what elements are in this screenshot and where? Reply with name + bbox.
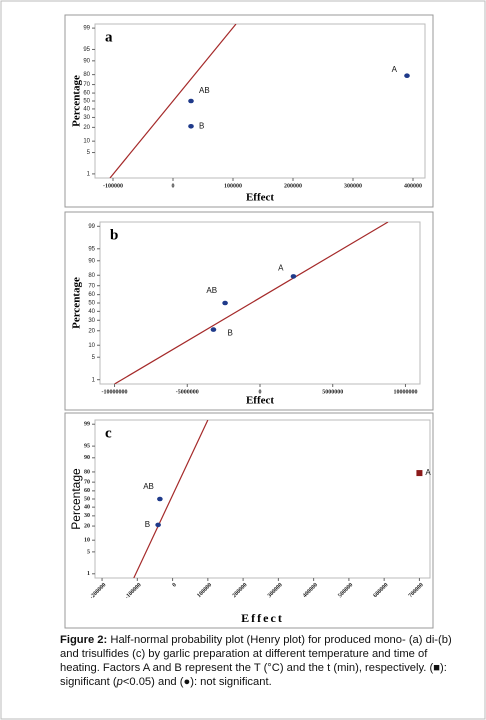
point bbox=[188, 98, 194, 104]
x-tick-label: 5000000 bbox=[322, 389, 343, 395]
y-tick-label: 10 bbox=[84, 538, 90, 544]
fit-line bbox=[109, 24, 237, 178]
point bbox=[222, 300, 228, 306]
caption-label: Figure 2: bbox=[60, 634, 108, 646]
y-tick-label: 70 bbox=[88, 283, 95, 289]
y-tick-label: 80 bbox=[84, 469, 90, 475]
caption-italic: p bbox=[116, 676, 123, 688]
x-tick-label: 100000 bbox=[224, 183, 242, 189]
y-tick-label: 80 bbox=[88, 273, 95, 279]
y-tick-label: 90 bbox=[88, 258, 95, 264]
y-tick-label: 40 bbox=[83, 107, 90, 113]
x-axis-label: Effect bbox=[246, 192, 274, 204]
y-tick-label: 20 bbox=[83, 125, 90, 131]
point bbox=[210, 327, 217, 332]
y-tick-label: 50 bbox=[83, 99, 90, 105]
point-label: AB bbox=[199, 86, 210, 95]
y-tick-label: 60 bbox=[88, 292, 95, 298]
y-tick-label: 60 bbox=[83, 91, 90, 97]
caption: Figure 2: Half-normal probability plot (… bbox=[60, 633, 470, 689]
y-tick-label: 40 bbox=[84, 505, 90, 511]
x-axis-label: Effect bbox=[241, 611, 284, 625]
x-tick-label: 0 bbox=[172, 582, 178, 588]
panel-label: b bbox=[110, 227, 118, 243]
y-tick-label: 50 bbox=[88, 301, 95, 307]
y-tick-label: 90 bbox=[84, 455, 90, 461]
y-tick-label: 40 bbox=[88, 309, 95, 315]
y-tick-label: 99 bbox=[83, 26, 90, 32]
y-tick-label: 5 bbox=[92, 355, 96, 361]
y-tick-label: 70 bbox=[84, 480, 90, 486]
fit-line bbox=[114, 222, 389, 384]
y-tick-label: 60 bbox=[84, 488, 90, 494]
caption-text: <0.05) and (●): not significant. bbox=[122, 676, 272, 688]
y-tick-label: 10 bbox=[88, 343, 95, 349]
point bbox=[157, 496, 163, 502]
y-axis-label: Percentage bbox=[69, 468, 83, 530]
panel-label: c bbox=[105, 425, 112, 441]
x-tick-label: 300000 bbox=[344, 183, 362, 189]
caption-text: Half-normal probability plot (Henry plot… bbox=[60, 634, 452, 688]
y-tick-label: 1 bbox=[87, 571, 90, 577]
x-tick-label: 0 bbox=[172, 183, 175, 189]
y-axis-label: Percentage bbox=[71, 277, 83, 329]
y-tick-label: 1 bbox=[92, 377, 96, 383]
y-tick-label: 80 bbox=[83, 72, 90, 78]
point-label: A bbox=[392, 65, 398, 74]
x-tick-label: -10000000 bbox=[102, 389, 128, 395]
panel-label: a bbox=[105, 29, 113, 45]
y-tick-label: 5 bbox=[87, 549, 90, 555]
plot-area bbox=[94, 419, 431, 579]
fit-line bbox=[133, 420, 209, 578]
point bbox=[404, 73, 410, 79]
point bbox=[416, 470, 423, 477]
y-axis-label: Percentage bbox=[71, 75, 83, 127]
y-tick-label: 1 bbox=[87, 171, 91, 177]
y-tick-label: 20 bbox=[88, 328, 95, 334]
y-tick-label: 10 bbox=[83, 139, 90, 145]
y-tick-label: 5 bbox=[87, 150, 91, 156]
point bbox=[290, 274, 297, 279]
point-label: A bbox=[278, 264, 284, 273]
y-tick-label: 95 bbox=[83, 47, 90, 53]
x-tick-label: -5000000 bbox=[176, 389, 199, 395]
plot-area bbox=[94, 23, 426, 179]
y-tick-label: 30 bbox=[88, 318, 95, 324]
x-tick-label: 0 bbox=[259, 389, 262, 395]
point-label: B bbox=[227, 329, 232, 338]
y-tick-label: 90 bbox=[83, 58, 90, 64]
point bbox=[155, 522, 161, 528]
y-tick-label: 95 bbox=[84, 443, 90, 449]
x-tick-label: 10000000 bbox=[393, 389, 417, 395]
y-tick-label: 50 bbox=[84, 496, 90, 502]
point-label: A bbox=[425, 468, 431, 477]
point-label: AB bbox=[206, 286, 217, 295]
plot-area bbox=[99, 221, 421, 385]
point bbox=[188, 123, 194, 129]
x-tick-label: 200000 bbox=[284, 183, 302, 189]
y-tick-label: 30 bbox=[83, 115, 90, 121]
x-tick-label: -100000 bbox=[103, 183, 123, 189]
point-label: B bbox=[145, 520, 150, 529]
y-tick-label: 95 bbox=[88, 246, 95, 252]
y-tick-label: 30 bbox=[84, 513, 90, 519]
y-tick-label: 20 bbox=[84, 523, 90, 529]
y-tick-label: 70 bbox=[83, 82, 90, 88]
y-tick-label: 99 bbox=[84, 422, 90, 428]
point-label: B bbox=[199, 121, 204, 130]
point-label: AB bbox=[143, 482, 154, 491]
x-axis-label: Effect bbox=[246, 395, 274, 407]
y-tick-label: 99 bbox=[88, 224, 95, 230]
x-tick-label: 400000 bbox=[404, 183, 422, 189]
